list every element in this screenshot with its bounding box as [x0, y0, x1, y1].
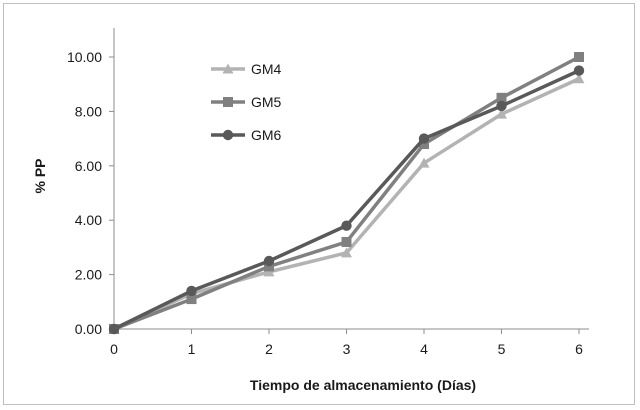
chart-frame	[3, 3, 635, 405]
y-tick-label: 6.00	[75, 158, 102, 174]
legend: GM4 GM5 GM6	[211, 61, 282, 143]
data-point-gm6	[496, 100, 507, 112]
data-point-gm4	[573, 73, 585, 84]
series-layer	[108, 52, 585, 335]
x-tick-label: 4	[420, 341, 428, 357]
data-point-gm5	[341, 236, 352, 247]
series-gm5	[109, 52, 584, 334]
legend-item-gm6: GM6	[211, 127, 282, 143]
legend-item-gm5: GM5	[211, 94, 282, 110]
x-tick-label: 2	[265, 341, 273, 357]
data-point-gm4	[496, 108, 507, 119]
x-tick-label: 5	[498, 341, 506, 357]
y-tick-label: 0.00	[75, 321, 102, 337]
data-point-gm5	[496, 92, 507, 103]
x-tick-label: 3	[343, 341, 351, 357]
data-point-gm5	[574, 52, 584, 62]
x-tick-label: 6	[575, 341, 583, 357]
x-axis-title: Tiempo de almacenamiento (Días)	[250, 377, 476, 393]
legend-item-gm4: GM4	[211, 61, 282, 77]
legend-marker-gm6	[222, 129, 234, 141]
data-point-gm5	[264, 261, 274, 272]
x-tick-label: 1	[188, 341, 196, 357]
y-tick-label: 2.00	[75, 267, 102, 283]
series-line-gm4	[113, 77, 580, 331]
series-line-gm5	[113, 55, 580, 331]
series-gm6	[108, 65, 585, 335]
data-point-gm6	[418, 133, 430, 144]
legend-label-gm6: GM6	[251, 127, 282, 143]
legend-label-gm5: GM5	[251, 94, 282, 110]
data-point-gm6	[341, 220, 352, 231]
data-point-gm5	[419, 139, 429, 150]
legend-marker-gm5	[223, 97, 233, 107]
data-point-gm6	[108, 323, 120, 335]
legend-marker-gm4	[222, 63, 234, 74]
x-tick-label: 0	[110, 341, 118, 357]
data-point-gm6	[573, 65, 585, 76]
data-point-gm6	[263, 255, 275, 267]
legend-label-gm4: GM4	[251, 61, 282, 77]
y-tick-label: 4.00	[75, 212, 102, 228]
data-point-gm5	[186, 294, 197, 305]
axes: 0.00 2.00 4.00 6.00 8.00 10.00 0 1 2 3 4 5 6	[67, 28, 589, 357]
y-tick-label: 8.00	[75, 103, 102, 119]
data-point-gm6	[186, 285, 197, 297]
data-point-gm4	[418, 157, 430, 168]
data-point-gm4	[341, 247, 352, 258]
series-gm4	[108, 73, 585, 334]
y-axis-title: % PP	[32, 158, 48, 193]
y-tick-label: 10.00	[67, 49, 102, 65]
